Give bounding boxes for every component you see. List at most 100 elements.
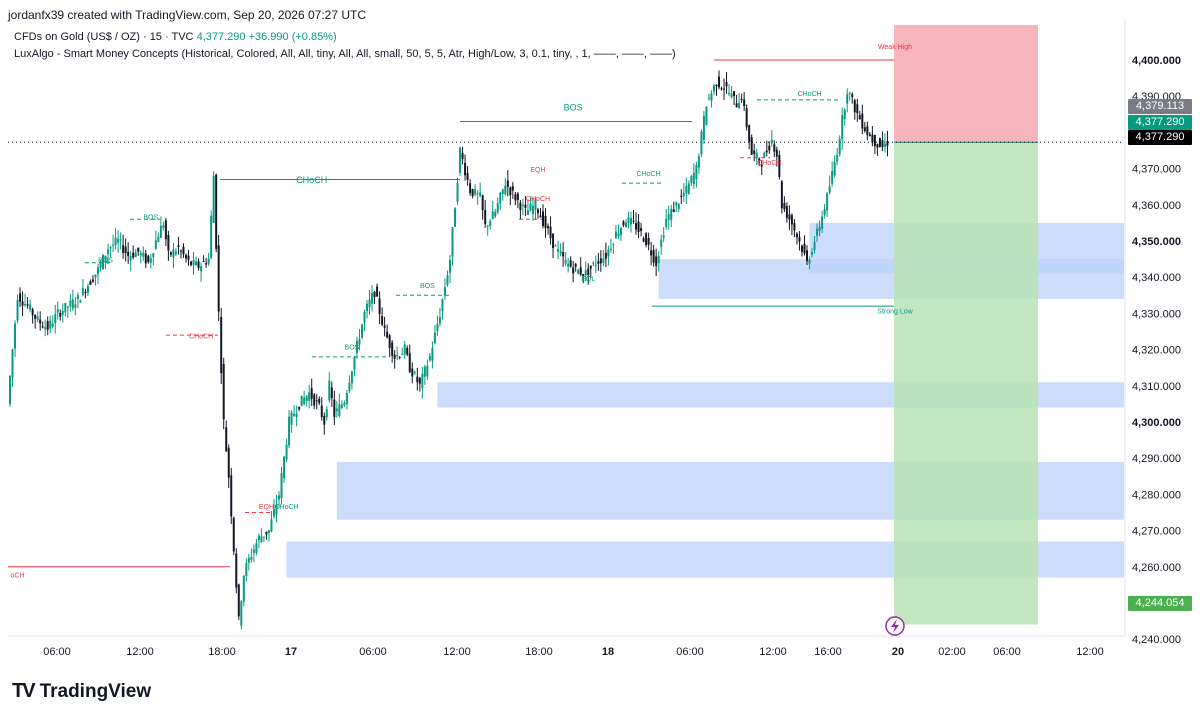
candle-body — [702, 115, 705, 140]
candle-body — [728, 92, 731, 95]
candle-body — [718, 76, 721, 88]
candle-body — [511, 186, 514, 191]
candle-body — [841, 115, 844, 140]
candle-body — [197, 261, 200, 269]
candle-body — [564, 260, 567, 264]
candle-body — [353, 356, 356, 370]
candle-body — [519, 202, 522, 211]
y-tick-label: 4,320.000 — [1132, 345, 1181, 357]
candle-body — [723, 88, 726, 90]
candle-body — [813, 242, 816, 250]
candle-body — [358, 338, 361, 345]
candle-body — [388, 335, 391, 348]
candle-body — [612, 244, 615, 246]
structure-label-6: BOS — [345, 345, 360, 352]
candle-body — [529, 203, 532, 211]
lightning-event-icon — [885, 616, 905, 636]
structure-label-11: CHoCH — [757, 160, 781, 167]
candle-body — [816, 229, 819, 236]
candle-body — [81, 288, 84, 295]
candle-body — [542, 211, 545, 227]
candle-body — [396, 354, 399, 357]
candle-body — [89, 281, 92, 285]
candle-body — [298, 406, 301, 410]
candle-body — [149, 258, 152, 263]
candle-body — [66, 306, 69, 308]
candle-body — [715, 84, 718, 87]
candle-body — [195, 261, 198, 266]
candle-body — [597, 261, 600, 264]
candle-body — [323, 415, 326, 425]
candle-body — [481, 195, 484, 211]
candle-body — [61, 310, 64, 315]
order-block-zone-1 — [658, 259, 1124, 299]
candle-body — [617, 233, 620, 237]
candle-body — [823, 209, 826, 216]
tradingview-logo-icon: TV — [12, 680, 36, 702]
x-tick-label: 06:00 — [43, 646, 71, 658]
candle-body — [363, 311, 366, 323]
candle-body — [426, 365, 429, 377]
candle-body — [740, 98, 743, 101]
candle-body — [413, 372, 416, 374]
y-tick-label: 4,370.000 — [1132, 164, 1181, 176]
y-tick-label: 4,310.000 — [1132, 381, 1181, 393]
tradingview-brand[interactable]: TV TradingView — [12, 680, 151, 703]
candle-body — [373, 291, 376, 298]
candle-body — [290, 412, 293, 425]
candle-body — [393, 354, 396, 359]
candle-body — [114, 237, 117, 246]
candle-body — [818, 226, 821, 231]
candle-body — [494, 211, 497, 217]
candle-body — [760, 164, 763, 167]
candle-body — [34, 315, 37, 319]
candle-body — [39, 319, 42, 324]
candle-body — [182, 246, 185, 255]
candle-body — [521, 204, 524, 206]
candle-body — [677, 204, 680, 209]
candle-body — [516, 193, 519, 201]
candle-body — [695, 165, 698, 180]
y-tick-label: 4,260.000 — [1132, 562, 1181, 574]
y-tick-label: 4,300.000 — [1132, 417, 1181, 429]
candle-body — [587, 268, 590, 276]
candle-body — [232, 517, 235, 552]
y-tick-label: 4,270.000 — [1132, 526, 1181, 538]
structure-label-12: CHoCH — [797, 91, 821, 98]
candle-body — [237, 584, 240, 617]
candle-body — [16, 299, 19, 321]
candle-body — [692, 172, 695, 185]
candle-body — [846, 93, 849, 104]
candle-body — [139, 252, 142, 256]
candle-body — [599, 258, 602, 264]
candle-body — [86, 286, 89, 293]
x-tick-label: 18 — [602, 646, 614, 658]
candle-body — [119, 239, 122, 241]
candle-body — [411, 368, 414, 377]
candle-body — [554, 245, 557, 247]
candle-body — [496, 203, 499, 213]
candle-body — [406, 347, 409, 355]
candle-body — [622, 221, 625, 226]
candle-body — [763, 152, 766, 158]
indicator-legend[interactable]: LuxAlgo - Smart Money Concepts (Historic… — [14, 48, 676, 60]
candle-body — [416, 376, 419, 383]
candle-body — [174, 251, 177, 255]
candle-body — [107, 249, 110, 255]
candle-body — [712, 85, 715, 92]
candle-body — [853, 100, 856, 113]
candle-body — [753, 150, 756, 154]
candle-body — [74, 304, 77, 308]
symbol-legend[interactable]: CFDs on Gold (US$ / OZ) · 15 · TVC 4,377… — [14, 31, 337, 43]
candle-body — [423, 366, 426, 377]
candle-body — [192, 259, 195, 265]
candle-body — [868, 134, 871, 137]
indicator-name: LuxAlgo - Smart Money Concepts (Historic… — [14, 48, 676, 60]
candle-body — [730, 93, 733, 98]
candle-body — [310, 388, 313, 399]
candle-body — [536, 209, 539, 214]
candle-body — [459, 147, 462, 173]
candle-body — [687, 183, 690, 194]
candle-body — [795, 233, 798, 238]
